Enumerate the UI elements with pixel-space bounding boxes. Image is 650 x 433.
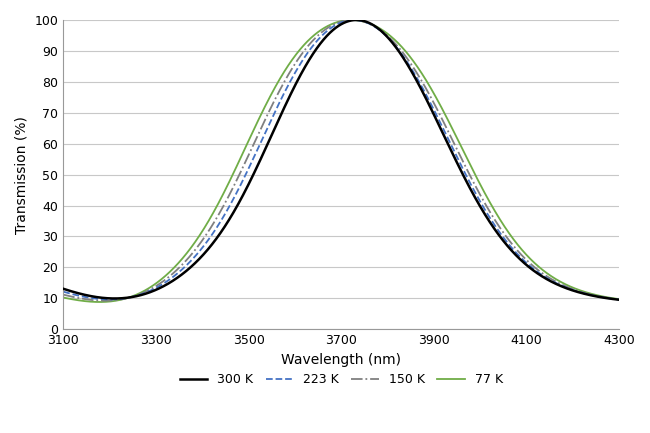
X-axis label: Wavelength (nm): Wavelength (nm)	[281, 352, 401, 367]
Legend: 300 K, 223 K, 150 K, 77 K: 300 K, 223 K, 150 K, 77 K	[174, 368, 508, 391]
Y-axis label: Transmission (%): Transmission (%)	[15, 116, 29, 233]
